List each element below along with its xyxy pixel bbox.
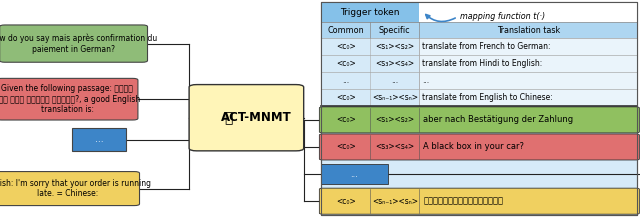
FancyBboxPatch shape [321, 38, 419, 55]
Text: <sₙ₋₁><sₙ>: <sₙ₋₁><sₙ> [372, 93, 418, 102]
Text: translate from English to Chinese:: translate from English to Chinese: [422, 93, 553, 102]
FancyBboxPatch shape [321, 72, 419, 89]
Text: Given the following passage: आपकी
कार में ब्लैक बॉक्स?, a good English
translati: Given the following passage: आपकी कार मे… [0, 84, 140, 114]
FancyBboxPatch shape [319, 134, 639, 160]
Text: 很抗歉，您点的餐可能会晚到一会。: 很抗歉，您点的餐可能会晚到一会。 [423, 197, 503, 206]
Text: 🔥: 🔥 [225, 111, 233, 125]
FancyBboxPatch shape [321, 2, 637, 215]
FancyBboxPatch shape [0, 25, 147, 62]
Text: ...: ... [95, 135, 104, 144]
FancyBboxPatch shape [321, 2, 419, 22]
FancyBboxPatch shape [419, 38, 637, 55]
Text: Specific: Specific [379, 26, 411, 35]
Text: Trigger token: Trigger token [340, 8, 400, 17]
FancyBboxPatch shape [0, 78, 138, 120]
Text: <c₀>: <c₀> [336, 93, 356, 102]
FancyBboxPatch shape [419, 89, 637, 106]
Text: <c₀>: <c₀> [336, 42, 356, 51]
Text: ...: ... [342, 76, 349, 85]
Text: ...: ... [422, 76, 429, 85]
Text: translate from French to German:: translate from French to German: [422, 42, 551, 51]
FancyBboxPatch shape [321, 55, 419, 72]
Text: <c₀>: <c₀> [336, 143, 356, 152]
Text: Common: Common [328, 26, 364, 35]
Text: <s₁><s₂>: <s₁><s₂> [375, 42, 414, 51]
FancyBboxPatch shape [319, 107, 639, 133]
Text: A black box in your car?: A black box in your car? [423, 143, 524, 152]
Text: <s₃><s₄>: <s₃><s₄> [375, 59, 414, 68]
FancyBboxPatch shape [419, 55, 637, 72]
FancyBboxPatch shape [321, 89, 419, 106]
Text: <c₀>: <c₀> [336, 59, 356, 68]
Text: Translation task: Translation task [497, 26, 560, 35]
FancyBboxPatch shape [72, 128, 127, 151]
Text: <c₀>: <c₀> [336, 115, 356, 124]
Text: ACT-MNMT: ACT-MNMT [221, 111, 292, 124]
Text: How do you say mais après confirmation du
paiement in German?: How do you say mais après confirmation d… [0, 34, 157, 54]
Text: <s₁><s₂>: <s₁><s₂> [375, 115, 414, 124]
FancyBboxPatch shape [321, 164, 388, 184]
Text: ...: ... [351, 170, 358, 179]
FancyBboxPatch shape [419, 2, 637, 22]
FancyBboxPatch shape [419, 72, 637, 89]
Text: ...: ... [391, 76, 398, 85]
Text: translate from Hindi to English:: translate from Hindi to English: [422, 59, 543, 68]
FancyBboxPatch shape [321, 22, 637, 38]
Text: <c₀>: <c₀> [336, 197, 356, 206]
Text: <sₙ₋₁><sₙ>: <sₙ₋₁><sₙ> [372, 197, 418, 206]
FancyBboxPatch shape [0, 172, 140, 206]
Text: mapping function t(·): mapping function t(·) [460, 12, 545, 21]
Text: <s₃><s₄>: <s₃><s₄> [375, 143, 414, 152]
FancyBboxPatch shape [189, 85, 304, 151]
Text: aber nach Bestätigung der Zahlung: aber nach Bestätigung der Zahlung [423, 115, 573, 124]
FancyBboxPatch shape [319, 188, 639, 214]
Text: English: I'm sorry that your order is running
late. = Chinese:: English: I'm sorry that your order is ru… [0, 179, 151, 198]
